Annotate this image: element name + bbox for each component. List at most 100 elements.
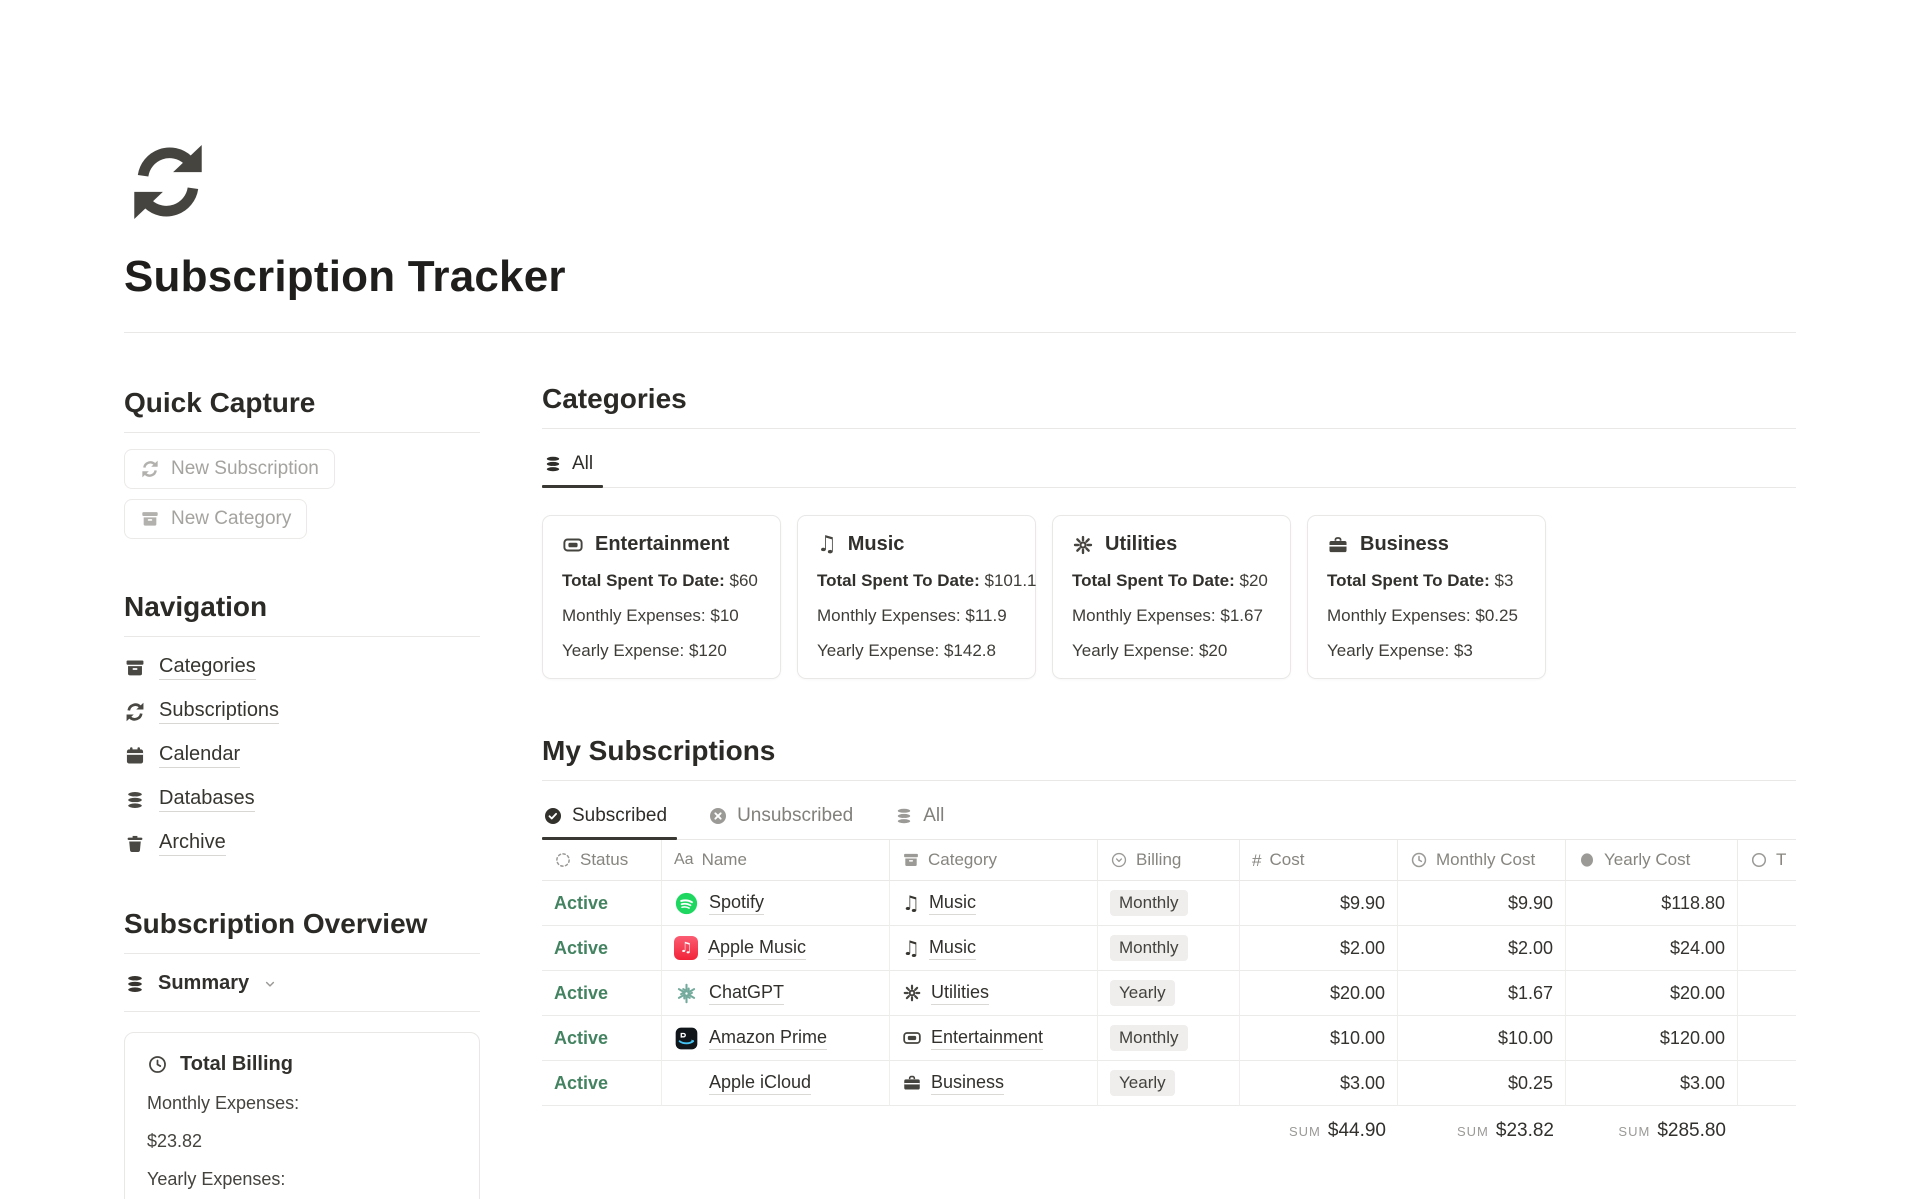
truncated-cell[interactable] (1738, 971, 1796, 1016)
column-header-name[interactable]: Aa Name (662, 840, 890, 881)
status-cell[interactable]: Active (542, 971, 662, 1016)
column-header-monthly-cost[interactable]: Monthly Cost (1398, 840, 1566, 881)
truncated-cell[interactable] (1738, 926, 1796, 971)
yearly-cost-cell[interactable]: $118.80 (1566, 881, 1738, 926)
yearly-cost-cell[interactable]: $24.00 (1566, 926, 1738, 971)
cost-cell[interactable]: $9.90 (1240, 881, 1398, 926)
subscription-overview-heading: Subscription Overview (124, 908, 428, 939)
music-note-icon: ♫ (902, 891, 920, 915)
column-header-yearly-cost[interactable]: Yearly Cost (1566, 840, 1738, 881)
monthly-cost-sum[interactable]: SUM $23.82 (1456, 1120, 1554, 1141)
card-total-spent: Total Spent To Date: $20 (1072, 571, 1268, 590)
tab-all-categories[interactable]: All (542, 449, 604, 488)
status-cell[interactable]: Active (542, 1016, 662, 1061)
category-cell[interactable]: ♫ Music (890, 881, 1098, 926)
cost-cell[interactable]: $2.00 (1240, 926, 1398, 971)
status-cell[interactable]: Active (542, 926, 662, 971)
tab-label: All (923, 805, 945, 826)
sidebar-item-label[interactable]: Archive (159, 831, 226, 856)
cost-sum[interactable]: SUM $44.90 (1288, 1120, 1386, 1141)
sidebar-item-label[interactable]: Subscriptions (159, 699, 280, 724)
cost-cell[interactable]: $10.00 (1240, 1016, 1398, 1061)
summary-view-toggle[interactable]: Summary (124, 972, 480, 1012)
name-cell[interactable]: Apple iCloud (662, 1061, 890, 1106)
monthly-cost-cell[interactable]: $2.00 (1398, 926, 1566, 971)
category-cell[interactable]: Utilities (890, 971, 1098, 1016)
status-cell[interactable]: Active (542, 881, 662, 926)
sidebar-item-calendar[interactable]: Calendar (124, 743, 480, 768)
tab-label: Unsubscribed (737, 805, 854, 826)
my-subscriptions-heading: My Subscriptions (542, 735, 776, 766)
new-category-button[interactable]: New Category (124, 499, 308, 539)
category-card-entertainment[interactable]: Entertainment Total Spent To Date: $60 M… (542, 515, 781, 679)
category-cell[interactable]: Entertainment (890, 1016, 1098, 1061)
name-cell[interactable]: ChatGPT (662, 971, 890, 1016)
summary-view-label: Summary (158, 972, 250, 994)
name-cell[interactable]: Amazon Prime (662, 1016, 890, 1061)
sidebar-item-databases[interactable]: Databases (124, 787, 480, 812)
sidebar-item-label[interactable]: Calendar (159, 743, 241, 768)
cog-icon (1072, 534, 1094, 556)
table-row: Active ChatGPT Utilities Yearly $20.00 $… (542, 971, 1796, 1016)
new-subscription-button[interactable]: New Subscription (124, 449, 335, 489)
table-row: Active Spotify ♫ Music Monthly $9.90 $9.… (542, 881, 1796, 926)
sidebar-item-label[interactable]: Categories (159, 655, 256, 680)
yearly-cost-sum[interactable]: SUM $285.80 (1618, 1120, 1726, 1141)
name-cell[interactable]: Spotify (662, 881, 890, 926)
tab-label: All (572, 453, 594, 474)
truncated-cell[interactable] (1738, 881, 1796, 926)
category-card-business[interactable]: Business Total Spent To Date: $3 Monthly… (1307, 515, 1546, 679)
card-monthly-expenses: Monthly Expenses: $10 (562, 606, 739, 625)
tab-subscribed[interactable]: Subscribed (542, 801, 678, 840)
divider (124, 953, 480, 954)
monthly-cost-cell[interactable]: $9.90 (1398, 881, 1566, 926)
monthly-cost-cell[interactable]: $0.25 (1398, 1061, 1566, 1106)
truncated-cell[interactable] (1738, 1061, 1796, 1106)
column-header-status[interactable]: Status (542, 840, 662, 881)
sidebar-item-categories[interactable]: Categories (124, 655, 480, 680)
sidebar-item-archive[interactable]: Archive (124, 831, 480, 856)
billing-cell[interactable]: Monthly (1098, 1016, 1240, 1061)
category-cell[interactable]: ♫ Music (890, 926, 1098, 971)
billing-cell[interactable]: Monthly (1098, 881, 1240, 926)
filled-circle-icon (1578, 851, 1596, 869)
tab-all-subscriptions[interactable]: All (893, 801, 954, 839)
cost-cell[interactable]: $3.00 (1240, 1061, 1398, 1106)
column-header-category[interactable]: Category (890, 840, 1098, 881)
billing-cell[interactable]: Yearly (1098, 1061, 1240, 1106)
sync-icon (124, 701, 146, 723)
truncated-cell[interactable] (1738, 1016, 1796, 1061)
name-cell[interactable]: ♫ Apple Music (662, 926, 890, 971)
sidebar-item-label[interactable]: Databases (159, 787, 255, 812)
yearly-cost-cell[interactable]: $3.00 (1566, 1061, 1738, 1106)
monthly-cost-cell[interactable]: $10.00 (1398, 1016, 1566, 1061)
hash-icon: # (1252, 850, 1262, 870)
yearly-cost-cell[interactable]: $20.00 (1566, 971, 1738, 1016)
column-header-billing[interactable]: Billing (1098, 840, 1240, 881)
archive-box-icon (124, 657, 146, 679)
sidebar-item-subscriptions[interactable]: Subscriptions (124, 699, 480, 724)
cost-cell[interactable]: $20.00 (1240, 971, 1398, 1016)
calendar-icon (124, 745, 146, 767)
card-title: Business (1360, 533, 1449, 555)
category-cell[interactable]: Business (890, 1061, 1098, 1106)
monthly-cost-cell[interactable]: $1.67 (1398, 971, 1566, 1016)
card-total-spent: Total Spent To Date: $3 (1327, 571, 1514, 590)
total-billing-card[interactable]: Total Billing Monthly Expenses: $23.82 Y… (124, 1032, 480, 1199)
category-card-utilities[interactable]: Utilities Total Spent To Date: $20 Month… (1052, 515, 1291, 679)
billing-cell[interactable]: Monthly (1098, 926, 1240, 971)
categories-heading: Categories (542, 383, 687, 414)
page-sync-icon[interactable] (124, 138, 212, 226)
status-cell[interactable]: Active (542, 1061, 662, 1106)
table-header-row: Status Aa Name Category Billing (542, 840, 1796, 881)
yearly-cost-cell[interactable]: $120.00 (1566, 1016, 1738, 1061)
category-card-music[interactable]: ♫ Music Total Spent To Date: $101.1 Mont… (797, 515, 1037, 679)
column-header-truncated[interactable]: T (1738, 840, 1796, 881)
briefcase-icon (1327, 534, 1349, 556)
divider (124, 636, 480, 637)
divider (542, 428, 1796, 429)
column-header-cost[interactable]: # Cost (1240, 840, 1398, 881)
billing-cell[interactable]: Yearly (1098, 971, 1240, 1016)
subscriptions-tabbar: Subscribed Unsubscribed All (542, 801, 1796, 840)
tab-unsubscribed[interactable]: Unsubscribed (707, 801, 863, 839)
